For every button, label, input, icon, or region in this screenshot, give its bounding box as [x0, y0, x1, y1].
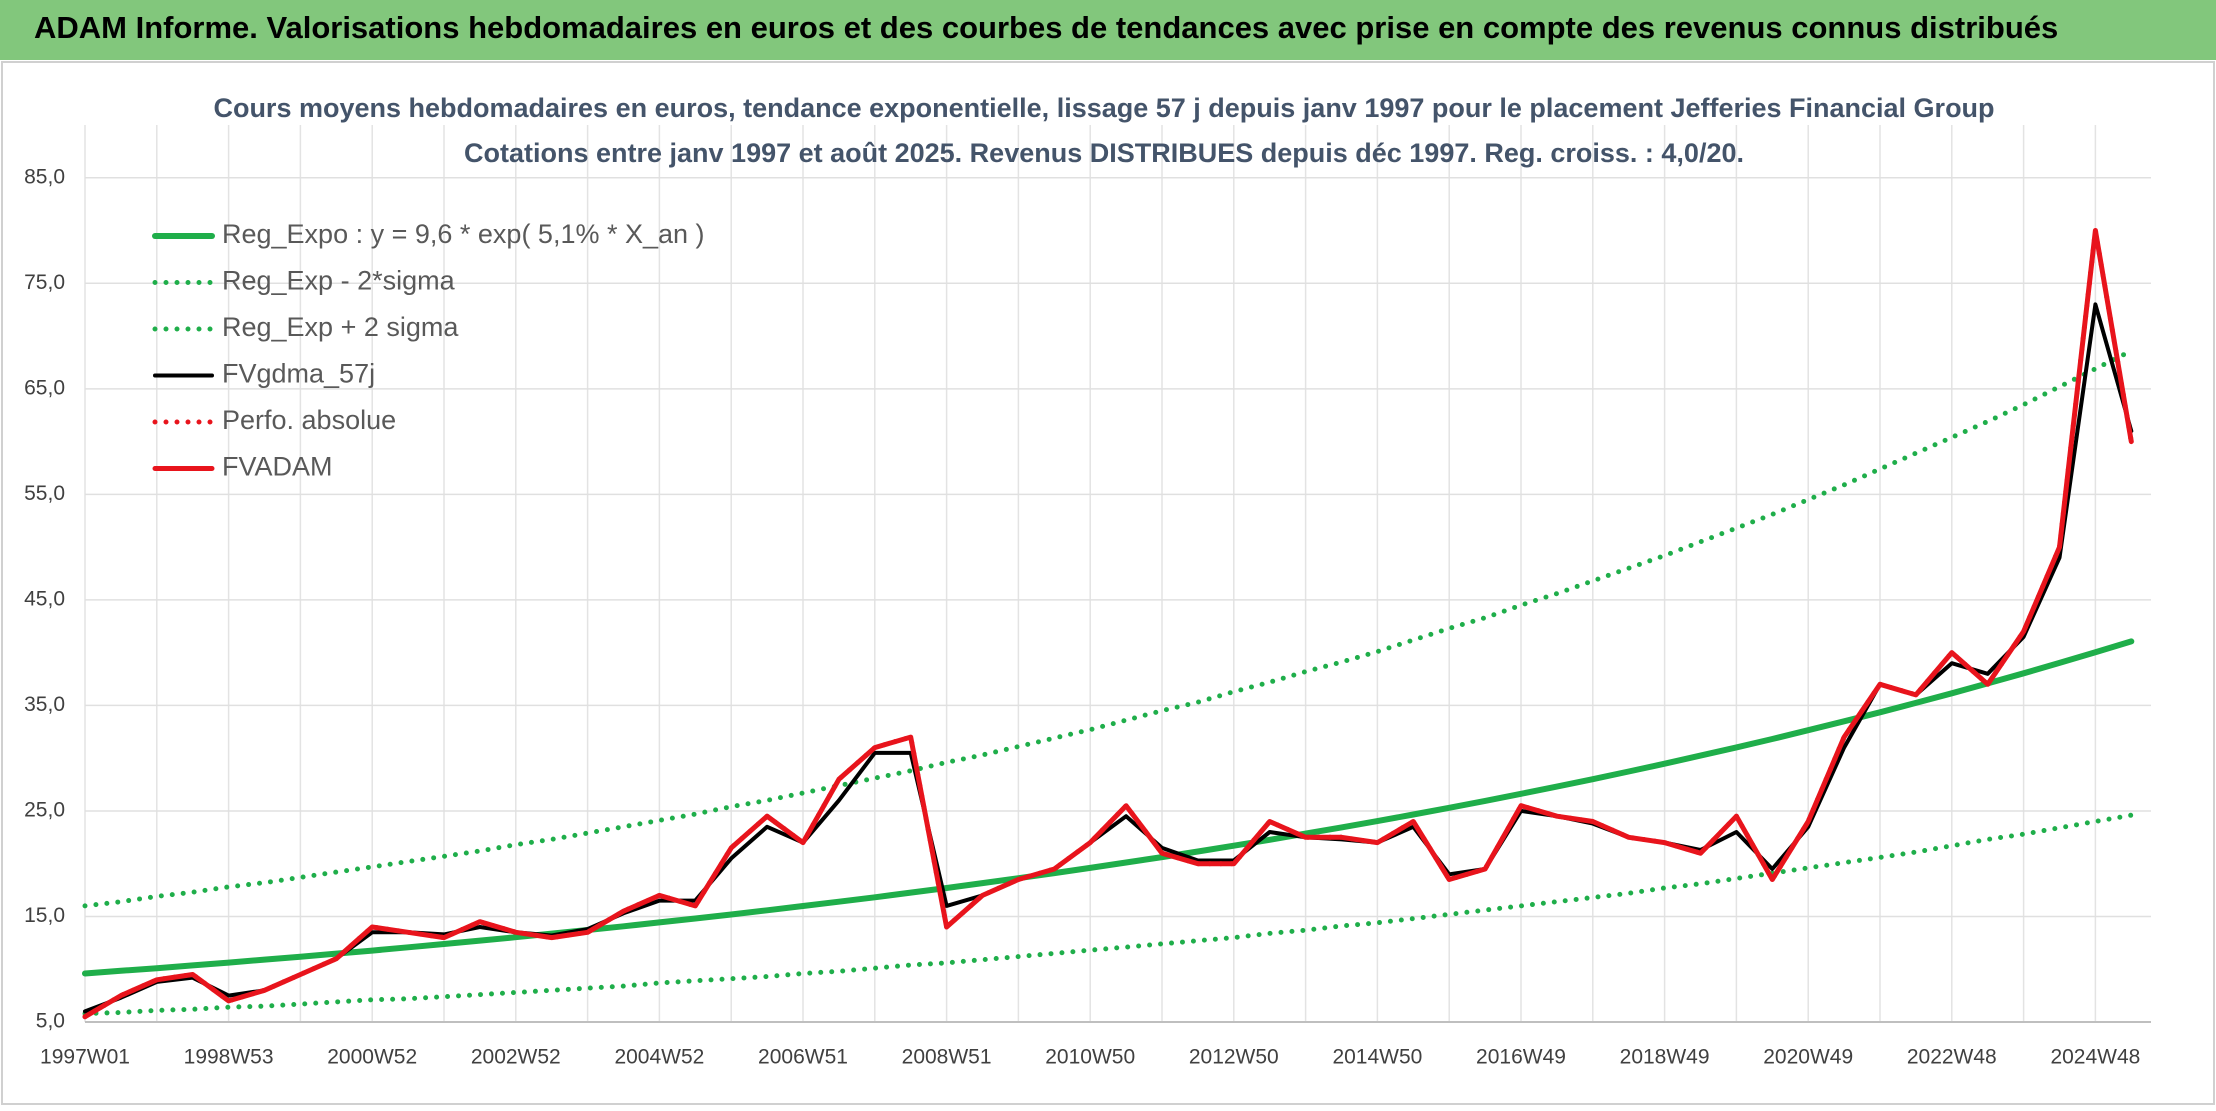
x-tick-label: 2020W49 [1763, 1046, 1853, 1069]
x-tick-label: 2002W52 [471, 1046, 561, 1069]
y-tick-label: 65,0 [24, 376, 65, 399]
plot-area: 5,0 15,0 25,0 35,0 45,0 55,0 65,0 75,0 85,0 1997W… [24, 125, 2151, 1069]
x-tick-label: 1997W01 [40, 1046, 130, 1069]
x-tick-label: 2006W51 [758, 1046, 848, 1069]
y-tick-label: 45,0 [24, 587, 65, 610]
y-tick-label: 25,0 [24, 798, 65, 821]
header-bar [0, 0, 2216, 60]
y-tick-label: 5,0 [36, 1010, 65, 1033]
x-tick-label: 2012W50 [1189, 1046, 1279, 1069]
legend-label: FVgdma_57j [222, 359, 375, 389]
x-tick-label: 2000W52 [327, 1046, 417, 1069]
legend-label: Perfo. absolue [222, 405, 396, 435]
legend-label: FVADAM [222, 452, 333, 482]
legend-label: Reg_Exp - 2*sigma [222, 266, 456, 296]
x-tick-label: 1998W53 [184, 1046, 274, 1069]
series-line [82, 812, 2134, 1017]
x-tick-label: 2016W49 [1476, 1046, 1566, 1069]
y-tick-label: 85,0 [24, 165, 65, 188]
y-tick-label: 55,0 [24, 482, 65, 505]
y-tick-label: 35,0 [24, 693, 65, 716]
y-tick-label: 75,0 [24, 271, 65, 294]
legend-label: Reg_Exp + 2 sigma [222, 312, 459, 342]
x-tick-label: 2008W51 [902, 1046, 992, 1069]
x-tick-label: 2004W52 [614, 1046, 704, 1069]
chart-title: Cours moyens hebdomadaires en euros, ten… [213, 93, 1994, 123]
y-tick-label: 15,0 [24, 904, 65, 927]
legend-label: Reg_Expo : y = 9,6 * exp( 5,1% * X_an ) [222, 219, 705, 249]
x-tick-label: 2010W50 [1045, 1046, 1135, 1069]
series-line [82, 228, 2134, 1020]
header-title: ADAM Informe. Valorisations hebdomadaire… [34, 10, 2058, 45]
x-tick-label: 2024W48 [2050, 1046, 2140, 1069]
chart-subtitle: Cotations entre janv 1997 et août 2025. … [464, 138, 1744, 168]
x-tick-label: 2018W49 [1620, 1046, 1710, 1069]
x-tick-label: 2014W50 [1332, 1046, 1422, 1069]
x-tick-label: 2022W48 [1907, 1046, 1997, 1069]
series-line [82, 638, 2135, 977]
frame [1, 61, 2215, 1105]
